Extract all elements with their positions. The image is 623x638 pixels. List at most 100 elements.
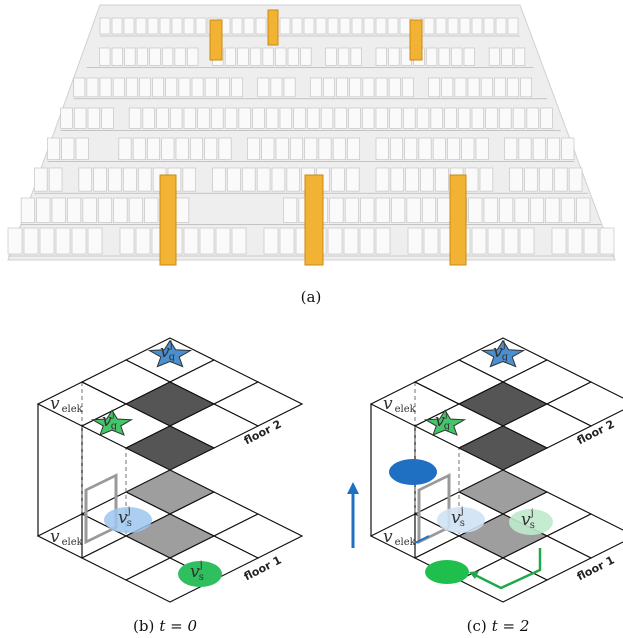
rack-block [133, 138, 145, 160]
rack-block [126, 78, 137, 97]
rack-block [436, 18, 446, 34]
rack-block [405, 138, 417, 160]
rack-block [481, 78, 492, 97]
rack-block [472, 18, 482, 34]
superscript: j [444, 409, 448, 420]
symbol: v [383, 527, 393, 547]
rack-block [484, 198, 497, 223]
rack-block [362, 108, 374, 128]
rack-block [172, 18, 182, 34]
rack-block [196, 18, 206, 34]
rack-block [328, 228, 342, 254]
rack-block [113, 78, 124, 97]
rack-block [476, 138, 488, 160]
rack-block [438, 198, 451, 223]
superscript: j [111, 409, 115, 420]
rack-block [280, 18, 290, 34]
caption-label: (b) [133, 617, 154, 635]
rack-block [47, 138, 59, 160]
rack-block [451, 48, 462, 65]
rack-block [264, 228, 278, 254]
rack-block [305, 138, 317, 160]
rack-block [520, 228, 534, 254]
figure: (a) velekvelekvjgvjgvjsvjsfloor 2floor 1… [0, 0, 623, 638]
rack-block [88, 228, 102, 254]
rack-block [376, 198, 389, 223]
rack-block [83, 198, 96, 223]
rack-block [218, 78, 229, 97]
rack-block [424, 18, 434, 34]
caption-math: t = 2 [492, 617, 530, 635]
rack-block [256, 18, 266, 34]
rack-block [150, 48, 161, 65]
rack-block [435, 168, 448, 191]
rack-block [376, 18, 386, 34]
rack-block [390, 138, 402, 160]
rack-block [157, 108, 169, 128]
rack-block [448, 18, 458, 34]
rack-block [153, 78, 164, 97]
rack-block [494, 78, 505, 97]
rack-block [552, 228, 566, 254]
lift-shaft [410, 20, 422, 60]
rack-block [530, 198, 543, 223]
rack-block [56, 228, 70, 254]
rack-block [584, 228, 598, 254]
subscript: s [530, 520, 535, 531]
rack-block [34, 168, 47, 191]
rack-block [145, 198, 158, 223]
rack-block [400, 18, 410, 34]
rack-block [74, 108, 86, 128]
warehouse-render [8, 5, 615, 265]
rack-block [419, 138, 431, 160]
rack-block [388, 18, 398, 34]
caption-a: (a) [301, 288, 322, 306]
rack-block [442, 78, 453, 97]
rack-block [547, 138, 559, 160]
rack-block [507, 78, 518, 97]
rack-block [349, 108, 361, 128]
rack-block [179, 78, 190, 97]
rack-block [225, 108, 237, 128]
rack-block [292, 18, 302, 34]
rack-block [258, 78, 269, 97]
rack-block [74, 78, 85, 97]
superscript: j [127, 506, 131, 517]
rack-block [533, 138, 545, 160]
rack-block [225, 48, 236, 65]
rack-block [162, 138, 174, 160]
superscript: j [199, 560, 203, 571]
rack-block [67, 198, 80, 223]
symbol: v [383, 394, 393, 414]
rack-block [211, 108, 223, 128]
rack-block [244, 18, 254, 34]
rack-block [72, 228, 86, 254]
rack-block [129, 198, 142, 223]
agent-current [389, 459, 437, 485]
rack-block [352, 18, 362, 34]
rack-block [480, 168, 493, 191]
rack-block [276, 138, 288, 160]
rack-block [335, 108, 347, 128]
superscript: j [169, 340, 173, 351]
rack-block [376, 228, 390, 254]
rack-block [316, 18, 326, 34]
rack-block [361, 198, 374, 223]
rack-block [569, 168, 582, 191]
rack-block [364, 18, 374, 34]
rack-block [79, 168, 92, 191]
rack-block [272, 168, 285, 191]
subscript: elek [395, 404, 417, 415]
rack-block [88, 108, 100, 128]
rack-block [232, 18, 242, 34]
rack-block [351, 48, 362, 65]
rack-block [52, 198, 65, 223]
rack-block [433, 138, 445, 160]
rack-block [499, 108, 511, 128]
rack-block [347, 138, 359, 160]
lift-shaft [305, 175, 323, 265]
rack-block [389, 78, 400, 97]
rack-block [389, 48, 400, 65]
rack-block [183, 168, 196, 191]
rack-block [510, 168, 523, 191]
